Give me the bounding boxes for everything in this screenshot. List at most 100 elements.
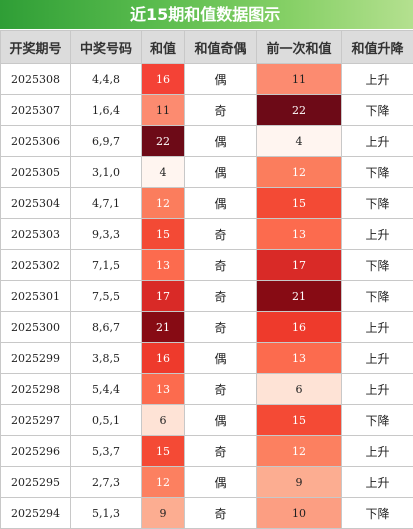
period-cell: 2025300 [1,312,71,343]
header-trend: 和值升降 [342,31,413,64]
period-cell: 2025306 [1,126,71,157]
trend-cell: 下降 [342,188,413,219]
prev-sum-cell: 21 [257,281,342,312]
numbers-cell: 3,1,0 [71,157,142,188]
trend-cell: 上升 [342,467,413,498]
prev-sum-cell: 12 [257,157,342,188]
trend-cell: 下降 [342,250,413,281]
parity-cell: 偶 [185,64,257,95]
trend-cell: 下降 [342,498,413,529]
parity-cell: 偶 [185,467,257,498]
period-cell: 2025295 [1,467,71,498]
trend-cell: 下降 [342,281,413,312]
numbers-cell: 3,8,5 [71,343,142,374]
sum-cell: 15 [142,219,185,250]
numbers-cell: 4,7,1 [71,188,142,219]
numbers-cell: 2,7,3 [71,467,142,498]
prev-sum-cell: 15 [257,188,342,219]
parity-cell: 奇 [185,219,257,250]
sum-cell: 6 [142,405,185,436]
trend-cell: 上升 [342,343,413,374]
numbers-cell: 5,3,7 [71,436,142,467]
period-cell: 2025297 [1,405,71,436]
period-cell: 2025294 [1,498,71,529]
parity-cell: 奇 [185,374,257,405]
parity-cell: 奇 [185,281,257,312]
prev-sum-cell: 17 [257,250,342,281]
numbers-cell: 0,5,1 [71,405,142,436]
parity-cell: 偶 [185,405,257,436]
sum-cell: 12 [142,467,185,498]
trend-cell: 上升 [342,312,413,343]
header-parity: 和值奇偶 [185,31,257,64]
parity-cell: 奇 [185,250,257,281]
numbers-cell: 7,1,5 [71,250,142,281]
trend-cell: 下降 [342,95,413,126]
period-cell: 2025301 [1,281,71,312]
trend-cell: 上升 [342,219,413,250]
sum-cell: 16 [142,64,185,95]
prev-sum-cell: 6 [257,374,342,405]
numbers-cell: 8,6,7 [71,312,142,343]
sum-cell: 4 [142,157,185,188]
numbers-cell: 4,4,8 [71,64,142,95]
sum-cell: 16 [142,343,185,374]
sum-cell: 11 [142,95,185,126]
panel-title: 近15期和值数据图示 [0,0,413,29]
numbers-cell: 7,5,5 [71,281,142,312]
period-cell: 2025305 [1,157,71,188]
trend-cell: 上升 [342,436,413,467]
trend-cell: 下降 [342,405,413,436]
prev-sum-cell: 11 [257,64,342,95]
prev-sum-cell: 13 [257,343,342,374]
period-cell: 2025304 [1,188,71,219]
header-prev-sum: 前一次和值 [257,31,342,64]
prev-sum-cell: 15 [257,405,342,436]
parity-cell: 偶 [185,126,257,157]
sum-cell: 22 [142,126,185,157]
period-cell: 2025303 [1,219,71,250]
parity-cell: 偶 [185,188,257,219]
sum-cell: 21 [142,312,185,343]
prev-sum-cell: 16 [257,312,342,343]
trend-cell: 上升 [342,374,413,405]
numbers-cell: 9,3,3 [71,219,142,250]
period-cell: 2025296 [1,436,71,467]
trend-cell: 下降 [342,157,413,188]
sum-cell: 13 [142,374,185,405]
header-period: 开奖期号 [1,31,71,64]
prev-sum-cell: 12 [257,436,342,467]
sum-cell: 15 [142,436,185,467]
numbers-cell: 1,6,4 [71,95,142,126]
sum-cell: 13 [142,250,185,281]
period-cell: 2025308 [1,64,71,95]
parity-cell: 偶 [185,343,257,374]
prev-sum-cell: 13 [257,219,342,250]
period-cell: 2025299 [1,343,71,374]
trend-cell: 上升 [342,126,413,157]
trend-cell: 上升 [342,64,413,95]
prev-sum-cell: 4 [257,126,342,157]
header-numbers: 中奖号码 [71,31,142,64]
period-cell: 2025307 [1,95,71,126]
numbers-cell: 5,1,3 [71,498,142,529]
prev-sum-cell: 10 [257,498,342,529]
numbers-cell: 6,9,7 [71,126,142,157]
table-header-row: 开奖期号 中奖号码 和值 和值奇偶 前一次和值 和值升降 [1,31,413,64]
sum-cell: 12 [142,188,185,219]
